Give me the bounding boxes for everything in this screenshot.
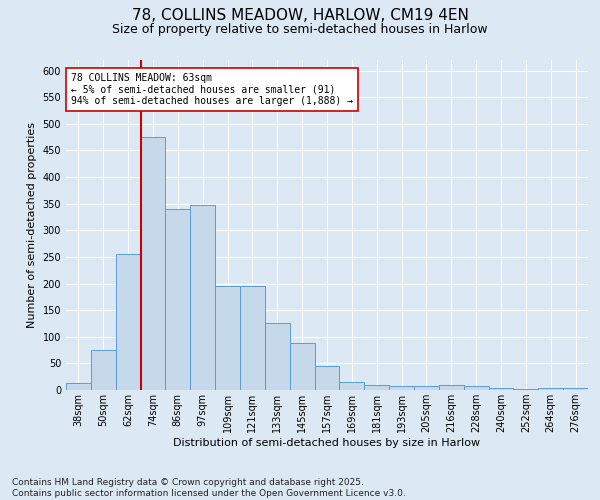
Bar [488,388,514,390]
Text: 78, COLLINS MEADOW, HARLOW, CM19 4EN: 78, COLLINS MEADOW, HARLOW, CM19 4EN [131,8,469,22]
Bar [91,350,116,390]
Bar [414,386,439,390]
Bar [166,209,190,390]
Bar [140,137,166,390]
Bar [215,286,240,390]
Bar [439,384,464,390]
Bar [66,382,91,390]
Bar [314,366,340,390]
Text: Size of property relative to semi-detached houses in Harlow: Size of property relative to semi-detach… [112,22,488,36]
X-axis label: Distribution of semi-detached houses by size in Harlow: Distribution of semi-detached houses by … [173,438,481,448]
Bar [240,286,265,390]
Bar [514,389,538,390]
Bar [340,382,364,390]
Bar [265,323,290,390]
Bar [538,388,563,390]
Bar [190,206,215,390]
Bar [116,254,140,390]
Bar [389,386,414,390]
Text: Contains HM Land Registry data © Crown copyright and database right 2025.
Contai: Contains HM Land Registry data © Crown c… [12,478,406,498]
Y-axis label: Number of semi-detached properties: Number of semi-detached properties [27,122,37,328]
Bar [563,388,588,390]
Bar [364,384,389,390]
Bar [290,343,314,390]
Bar [464,386,488,390]
Text: 78 COLLINS MEADOW: 63sqm
← 5% of semi-detached houses are smaller (91)
94% of se: 78 COLLINS MEADOW: 63sqm ← 5% of semi-de… [71,73,353,106]
